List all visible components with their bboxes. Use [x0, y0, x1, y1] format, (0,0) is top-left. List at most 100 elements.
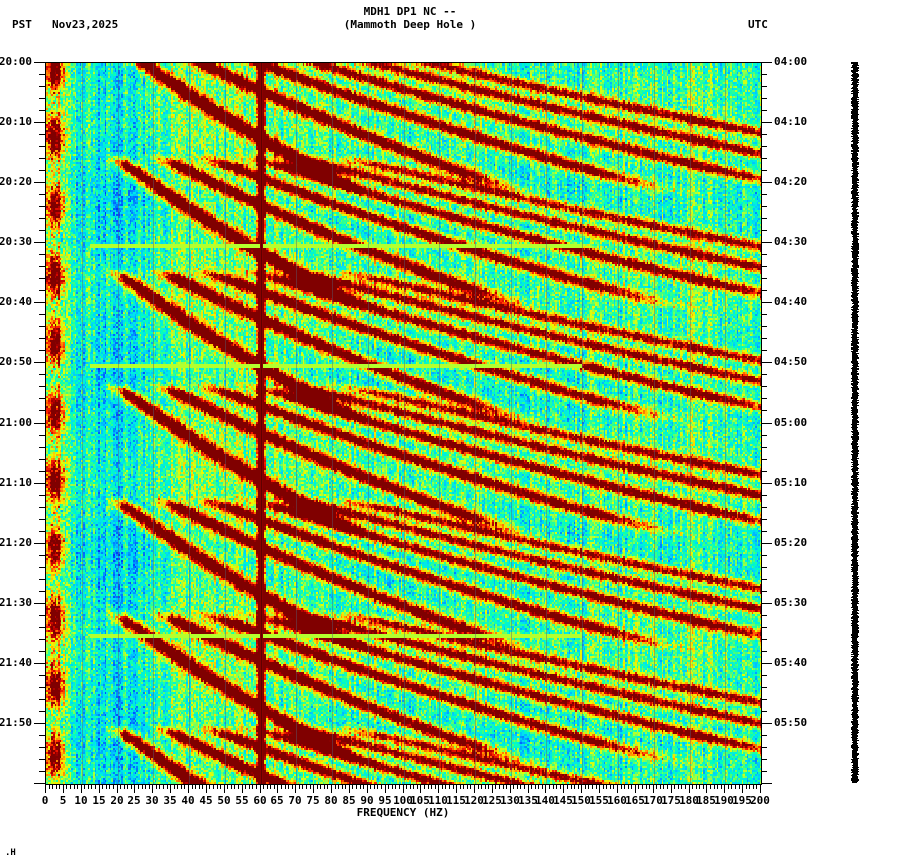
frequency-tick	[424, 784, 425, 789]
frequency-tick	[231, 784, 232, 789]
frequency-label: 30	[145, 794, 159, 807]
time-tick-right	[761, 206, 767, 207]
frequency-label: 5	[59, 794, 67, 807]
frequency-label: 55	[235, 794, 249, 807]
time-tick-left	[39, 471, 45, 472]
time-tick-right	[761, 218, 767, 219]
frequency-label: 75	[306, 794, 320, 807]
frequency-tick	[631, 784, 632, 789]
frequency-tick	[478, 784, 479, 789]
time-tick-left	[39, 218, 45, 219]
time-label-pst: 21:10	[0, 476, 32, 489]
frequency-tick	[674, 784, 675, 789]
frequency-label: 90	[360, 794, 374, 807]
frequency-axis: 0 5 10 15 20 25 30 35 40 45 50 55 60 65 70 75 80 85 90 95 10…	[42, 784, 770, 824]
time-tick-right	[761, 459, 767, 460]
frequency-tick	[710, 784, 711, 789]
frequency-tick	[152, 784, 153, 793]
time-label-pst: 20:00	[0, 55, 32, 68]
time-label-utc: 04:40	[774, 295, 808, 308]
time-tick-right	[761, 302, 772, 303]
time-tick-right	[761, 699, 767, 700]
frequency-tick	[327, 784, 328, 789]
time-tick-left	[34, 783, 45, 784]
frequency-tick	[63, 784, 64, 793]
frequency-tick	[463, 784, 464, 789]
time-tick-left	[39, 507, 45, 508]
time-label-utc: 05:00	[774, 416, 808, 429]
frequency-tick	[45, 784, 46, 793]
frequency-tick	[192, 784, 193, 789]
frequency-tick	[731, 784, 732, 789]
time-tick-left	[39, 759, 45, 760]
frequency-label: 70	[288, 794, 302, 807]
time-tick-left	[39, 651, 45, 652]
time-tick-right	[761, 110, 767, 111]
time-tick-left	[34, 603, 45, 604]
time-tick-right	[761, 230, 767, 231]
time-label-pst: 20:20	[0, 175, 32, 188]
time-tick-right	[761, 362, 772, 363]
frequency-tick	[642, 784, 643, 789]
frequency-tick	[685, 784, 686, 789]
frequency-tick	[324, 784, 325, 789]
frequency-tick	[656, 784, 657, 789]
frequency-tick	[756, 784, 757, 789]
time-tick-right	[761, 723, 772, 724]
frequency-tick	[588, 784, 589, 789]
time-tick-right	[761, 483, 772, 484]
frequency-tick	[202, 784, 203, 789]
frequency-label: 85	[342, 794, 356, 807]
frequency-label: 175	[661, 794, 681, 807]
frequency-tick	[188, 784, 189, 793]
frequency-tick	[99, 784, 100, 793]
frequency-tick	[149, 784, 150, 789]
frequency-tick	[56, 784, 57, 789]
frequency-label: 200	[750, 794, 770, 807]
frequency-tick	[406, 784, 407, 789]
frequency-label: 95	[378, 794, 392, 807]
time-tick-right	[761, 170, 767, 171]
frequency-tick	[760, 784, 761, 793]
frequency-tick	[628, 784, 629, 789]
frequency-tick	[170, 784, 171, 793]
time-tick-right	[761, 62, 772, 63]
time-tick-right	[761, 374, 767, 375]
time-tick-left	[39, 134, 45, 135]
frequency-tick	[721, 784, 722, 789]
time-tick-right	[761, 290, 767, 291]
frequency-tick	[574, 784, 575, 789]
time-tick-right	[761, 74, 767, 75]
frequency-tick	[388, 784, 389, 789]
time-label-pst: 21:50	[0, 716, 32, 729]
corner-artifact-mark: .H	[5, 848, 16, 858]
frequency-label: 60	[253, 794, 267, 807]
time-tick-left	[34, 663, 45, 664]
frequency-tick	[124, 784, 125, 789]
time-tick-right	[761, 711, 767, 712]
frequency-tick	[671, 784, 672, 793]
frequency-tick	[717, 784, 718, 789]
frequency-tick	[545, 784, 546, 793]
frequency-tick	[331, 784, 332, 793]
time-label-utc: 05:30	[774, 596, 808, 609]
time-tick-right	[761, 386, 767, 387]
frequency-tick	[352, 784, 353, 789]
frequency-tick	[506, 784, 507, 789]
time-tick-right	[761, 507, 767, 508]
time-label-pst: 21:20	[0, 536, 32, 549]
frequency-tick	[603, 784, 604, 789]
frequency-tick	[692, 784, 693, 789]
time-tick-right	[761, 651, 767, 652]
frequency-tick	[267, 784, 268, 789]
frequency-tick	[538, 784, 539, 789]
time-tick-left	[39, 386, 45, 387]
frequency-label: 155	[589, 794, 609, 807]
frequency-tick	[542, 784, 543, 789]
time-tick-left	[39, 170, 45, 171]
time-tick-right	[761, 555, 767, 556]
frequency-tick	[528, 784, 529, 793]
frequency-tick	[481, 784, 482, 789]
time-tick-right	[761, 122, 772, 123]
frequency-tick	[302, 784, 303, 789]
